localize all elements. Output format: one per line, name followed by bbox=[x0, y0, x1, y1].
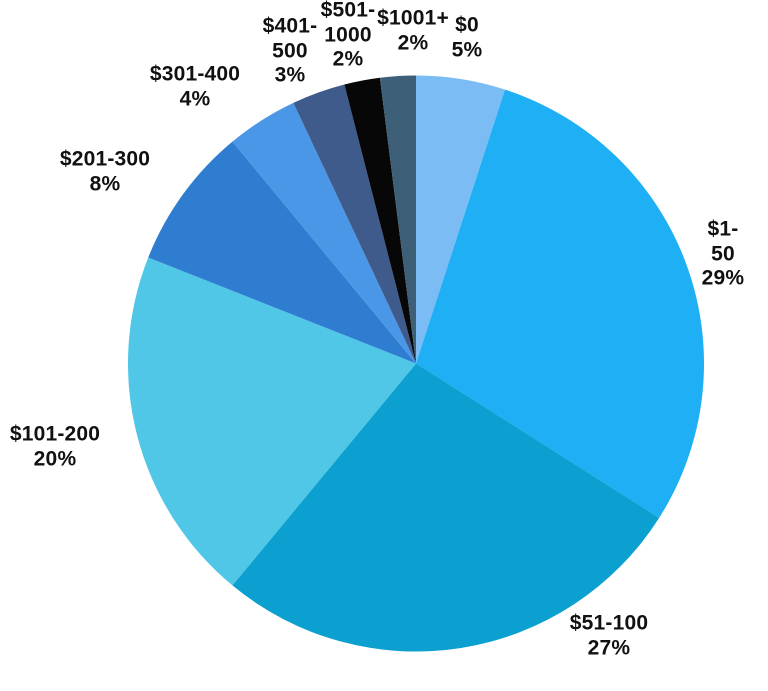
pie-slice-201-300 bbox=[148, 141, 416, 364]
slice-label-401-500: $401- 500 3% bbox=[262, 14, 318, 87]
slice-label-51-100: $51-100 27% bbox=[569, 611, 649, 660]
pie-slice-1001 bbox=[379, 75, 416, 364]
slice-label-201-300: $201-300 8% bbox=[59, 147, 151, 196]
pie-slice-401-500 bbox=[293, 84, 416, 364]
slice-label-101-200: $101-200 20% bbox=[9, 422, 101, 471]
slice-label-301-400: $301-400 4% bbox=[149, 62, 241, 111]
pie-slice-501-1000 bbox=[344, 77, 416, 364]
pie-slice-0 bbox=[416, 75, 505, 364]
pie-slice-101-200 bbox=[127, 257, 416, 586]
slice-label-0: $0 5% bbox=[451, 13, 483, 62]
slice-label-1-50: $1-50 29% bbox=[701, 217, 745, 290]
pie-slice-301-400 bbox=[232, 102, 416, 364]
pie-slice-51-100 bbox=[232, 363, 660, 652]
slice-label-1001: $1001+ 2% bbox=[377, 6, 449, 55]
slice-label-501-1000: $501- 1000 2% bbox=[320, 0, 376, 71]
pie-slice-1-50 bbox=[416, 89, 705, 518]
